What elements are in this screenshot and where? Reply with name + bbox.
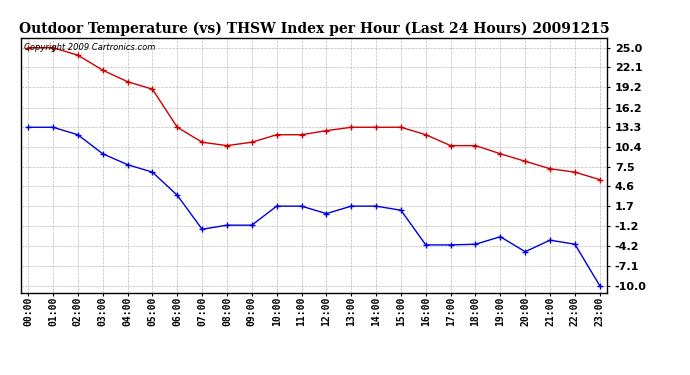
Title: Outdoor Temperature (vs) THSW Index per Hour (Last 24 Hours) 20091215: Outdoor Temperature (vs) THSW Index per … — [19, 22, 609, 36]
Text: Copyright 2009 Cartronics.com: Copyright 2009 Cartronics.com — [23, 43, 155, 52]
